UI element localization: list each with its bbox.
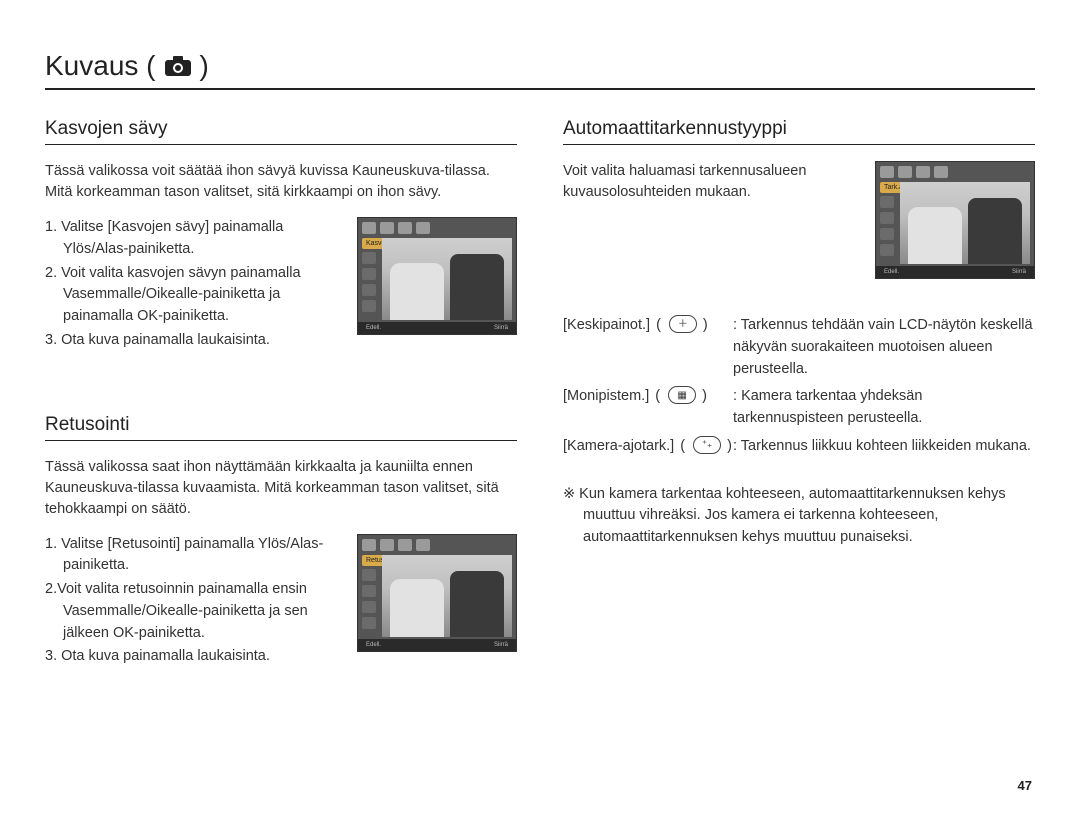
title-prefix: Kuvaus ( [45,50,156,82]
table-row: [Monipistem.] (▦) Kamera tarkentaa yhdek… [563,386,1035,430]
steps-face-tone: 1. Valitse [Kasvojen sävy] painamalla Yl… [45,217,343,354]
heading-retouch: Retusointi [45,414,517,441]
af-label: [Monipistem.] [563,386,649,408]
right-column: Automaattitarkennustyyppi Voit valita ha… [563,118,1035,670]
page-number: 47 [1018,778,1032,793]
step: 3. Ota kuva painamalla laukaisinta. [45,646,343,668]
af-note: ※ Kun kamera tarkentaa kohteeseen, autom… [563,484,1035,549]
tracking-af-icon: ⁺₊ [693,436,721,454]
thumb-left-label: Edell. [366,642,381,648]
steps-retouch: 1. Valitse [Retusointi] painamalla Ylös/… [45,534,343,671]
af-label: [Kamera-ajotark.] [563,436,674,458]
screenshot-af-type: Tark.alue Edell. Siirrä [875,161,1035,279]
multi-af-icon: ▦ [668,386,696,404]
step: 3. Ota kuva painamalla laukaisinta. [45,330,343,352]
table-row: [Keskipainot.] (＋) Tarkennus tehdään vai… [563,315,1035,380]
intro-retouch: Tässä valikossa saat ihon näyttämään kir… [45,457,517,520]
title-suffix: ) [200,50,209,82]
step: 2. Voit valita kasvojen sävyn painamalla… [45,263,343,328]
heading-face-tone: Kasvojen sävy [45,118,517,145]
af-desc: Kamera tarkentaa yhdeksän tarkennuspiste… [733,386,1035,430]
thumb-right-label: Siirrä [494,325,508,331]
thumb-left-label: Edell. [366,325,381,331]
af-options-table: [Keskipainot.] (＋) Tarkennus tehdään vai… [563,315,1035,458]
thumb-right-label: Siirrä [1012,269,1026,275]
af-label: [Keskipainot.] [563,315,650,337]
screenshot-face-tone: Kasvojen sävy Edell. Siirrä [357,217,517,335]
step: 2.Voit valita retusoinnin painamalla ens… [45,579,343,644]
step: 1. Valitse [Kasvojen sävy] painamalla Yl… [45,217,343,261]
thumb-left-label: Edell. [884,269,899,275]
intro-face-tone: Tässä valikossa voit säätää ihon sävyä k… [45,161,517,203]
intro-af-type: Voit valita haluamasi tarkennusalueen ku… [563,161,859,203]
center-af-icon: ＋ [669,315,697,333]
left-column: Kasvojen sävy Tässä valikossa voit säätä… [45,118,517,670]
step: 1. Valitse [Retusointi] painamalla Ylös/… [45,534,343,578]
table-row: [Kamera-ajotark.] (⁺₊) Tarkennus liikkuu… [563,436,1035,458]
page-title: Kuvaus ( ) [45,50,1035,90]
af-desc: Tarkennus tehdään vain LCD-näytön keskel… [733,315,1035,380]
heading-af-type: Automaattitarkennustyyppi [563,118,1035,145]
camera-icon [164,55,192,77]
thumb-right-label: Siirrä [494,642,508,648]
af-desc: Tarkennus liikkuu kohteen liikkeiden muk… [733,436,1035,458]
screenshot-retouch: Retusointi Edell. Siirrä [357,534,517,652]
